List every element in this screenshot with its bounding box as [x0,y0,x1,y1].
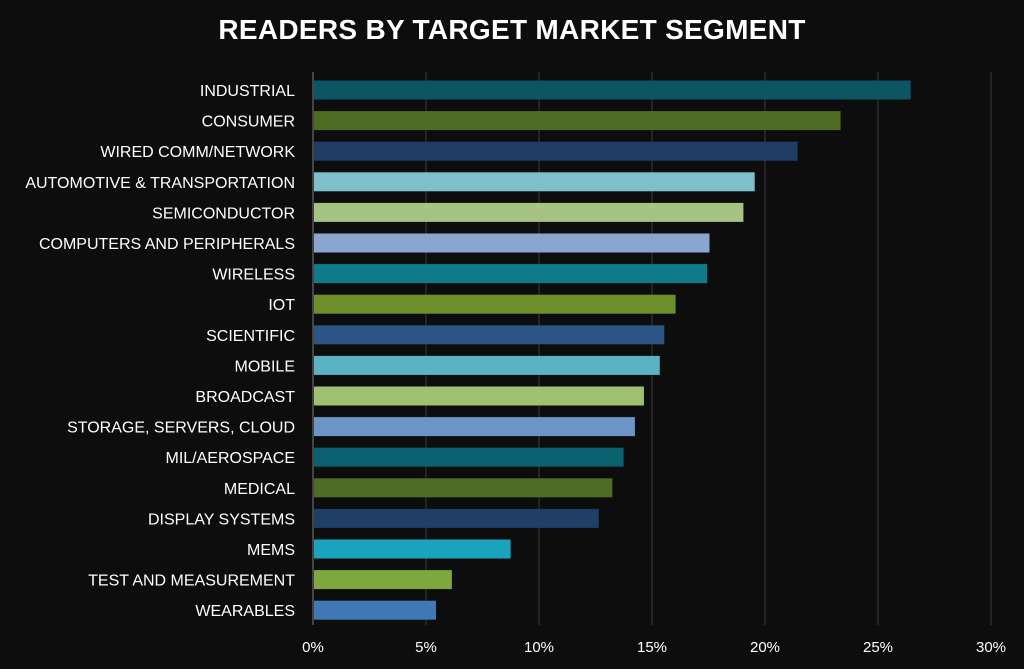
bar [314,355,660,375]
bar [314,570,452,590]
bar [314,141,798,161]
bar [314,508,599,528]
category-label: WEARABLES [195,603,295,620]
category-label: IOT [268,297,295,314]
x-tick-label: 5% [415,639,437,656]
category-label: MEDICAL [224,481,295,498]
bar [314,386,644,406]
category-label: STORAGE, SERVERS, CLOUD [67,420,295,437]
bar [314,233,710,253]
x-tick-label: 20% [750,639,780,656]
bar [314,539,511,559]
category-label: TEST AND MEASUREMENT [88,573,295,590]
x-tick-label: 30% [976,639,1006,656]
bar [314,202,744,222]
bar [314,294,676,314]
category-label: SEMICONDUCTOR [152,205,295,222]
category-label: MIL/AEROSPACE [165,450,295,467]
x-tick-label: 15% [637,639,667,656]
category-label: BROADCAST [195,389,295,406]
bar [314,417,635,437]
category-label: CONSUMER [202,114,295,131]
bar [314,447,624,467]
category-label: INDUSTRIAL [200,83,295,100]
bar [314,111,841,131]
category-label: SCIENTIFIC [206,328,295,345]
bar [314,80,911,100]
category-label: WIRED COMM/NETWORK [100,144,295,161]
chart-title: READERS BY TARGET MARKET SEGMENT [218,14,806,45]
bar [314,600,437,620]
bar [314,478,613,498]
category-label: WIRELESS [212,267,295,284]
bar [314,172,755,192]
x-tick-label: 25% [863,639,893,656]
x-tick-label: 0% [302,639,324,656]
category-label: AUTOMOTIVE & TRANSPORTATION [25,175,295,192]
category-label: DISPLAY SYSTEMS [148,511,295,528]
category-label: COMPUTERS AND PERIPHERALS [39,236,295,253]
bar [314,325,665,345]
bar [314,264,708,284]
category-label: MOBILE [235,358,295,375]
category-label: MEMS [247,542,295,559]
x-tick-label: 10% [524,639,554,656]
